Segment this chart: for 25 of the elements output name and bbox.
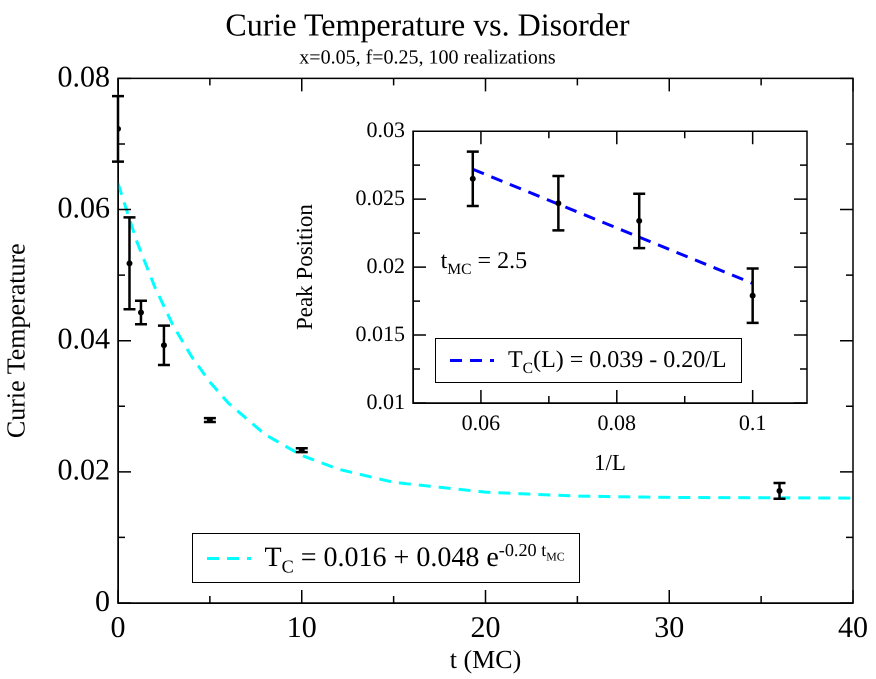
y-axis-title: Curie Temperature: [1, 243, 30, 438]
x-tick-label: 20: [470, 610, 500, 644]
x-tick-label: 0.08: [598, 410, 636, 435]
chart-subtitle: x=0.05, f=0.25, 100 realizations: [299, 46, 556, 69]
y-tick-label: 0.015: [356, 320, 405, 346]
y-tick-label: 0.02: [58, 454, 110, 487]
y-tick-label: 0.08: [58, 60, 110, 94]
y-tick-label: 0.03: [366, 116, 405, 142]
x-tick-label: 30: [654, 610, 684, 644]
y-tick-label: 0.025: [356, 184, 405, 210]
chart-title: Curie Temperature vs. Disorder: [225, 6, 630, 43]
y-tick-label: 0.06: [58, 191, 110, 224]
y-tick-label: 0.04: [58, 322, 110, 356]
x-axis-title: t (MC): [450, 645, 522, 674]
x-axis-title: 1/L: [594, 450, 626, 476]
x-tick-label: 10: [286, 610, 317, 644]
y-tick-label: 0: [95, 584, 110, 618]
y-axis-title: Peak Position: [292, 204, 317, 330]
x-tick-label: 0.1: [738, 410, 766, 435]
x-tick-label: 0.06: [462, 410, 500, 435]
y-tick-label: 0.01: [366, 388, 405, 414]
annotation: t$_{MC}$ = 2.5: [440, 248, 528, 278]
y-tick-label: 0.02: [366, 252, 405, 278]
x-tick-label: 40: [838, 610, 868, 644]
legend-label: T$_{C}$(L) = 0.039 - 0.20/L: [508, 347, 727, 377]
